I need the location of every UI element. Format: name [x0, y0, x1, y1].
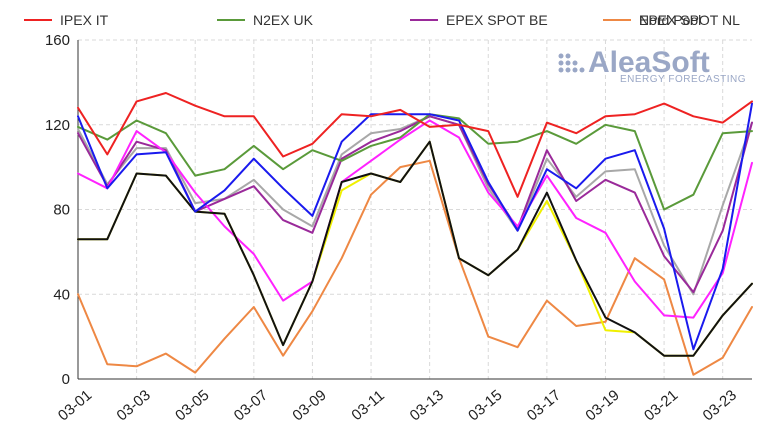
x-tick-label: 03-05	[172, 387, 212, 425]
legend-label: N2EX UK	[253, 12, 314, 28]
x-tick-label: 03-21	[641, 387, 681, 425]
axes: 0 40 80 120 160 03-01 03-03 03-05 03-07 03-09 03-1…	[45, 32, 752, 424]
x-tick-label: 03-07	[231, 387, 271, 425]
series-line-nord-pool	[77, 159, 753, 376]
legend-label: EPEX SPOT BE	[446, 12, 548, 28]
logo-dots-icon	[558, 53, 585, 73]
legend-label: Nord Pool	[639, 12, 701, 28]
series-line-n2ex-uk	[77, 113, 753, 211]
series-line-epex-spot-fr	[77, 119, 753, 319]
y-tick-label: 0	[62, 371, 70, 388]
logo-text: AleaSoft	[588, 46, 710, 79]
legend-label: EPEX SPOT NL	[639, 12, 740, 28]
x-tick-label: 03-11	[348, 387, 387, 424]
y-tick-label: 120	[45, 117, 70, 134]
x-tick-label: 03-17	[524, 387, 564, 425]
x-tick-label: 03-01	[55, 387, 95, 425]
x-tick-label: 03-03	[114, 387, 154, 425]
legend-label: IPEX IT	[60, 12, 109, 28]
series-line-mibel-es	[77, 140, 753, 357]
series-line-ipex-it	[77, 92, 753, 198]
series-line-epex-spot-nl	[77, 115, 753, 296]
logo-subtext: ENERGY FORECASTING	[620, 74, 746, 85]
x-tick-label: 03-09	[289, 387, 329, 425]
watermark-logo: AleaSoft ENERGY FORECASTING	[558, 46, 746, 85]
x-tick-label: 03-19	[582, 387, 622, 425]
y-tick-label: 160	[45, 32, 70, 49]
legend-item-epex-spot-be: EPEX SPOT BE	[410, 12, 548, 28]
series-line-epex-spot-de	[77, 102, 753, 351]
series-line-epex-spot-be	[77, 115, 753, 294]
legend-item-ipex-it: IPEX IT	[24, 12, 109, 28]
legend-item-n2ex-uk: N2EX UK	[217, 12, 314, 28]
x-tick-label: 03-13	[407, 387, 447, 425]
x-tick-label: 03-15	[465, 387, 505, 425]
x-tick-label: 03-23	[700, 387, 740, 425]
y-tick-label: 40	[53, 286, 70, 303]
series	[77, 92, 753, 376]
legend: EPEX SPOT DEEPEX SPOT FRMIBEL PTMIBEL ES…	[24, 12, 740, 28]
legend-item-nord-pool: Nord Pool	[603, 12, 701, 28]
y-tick-label: 80	[53, 202, 70, 219]
